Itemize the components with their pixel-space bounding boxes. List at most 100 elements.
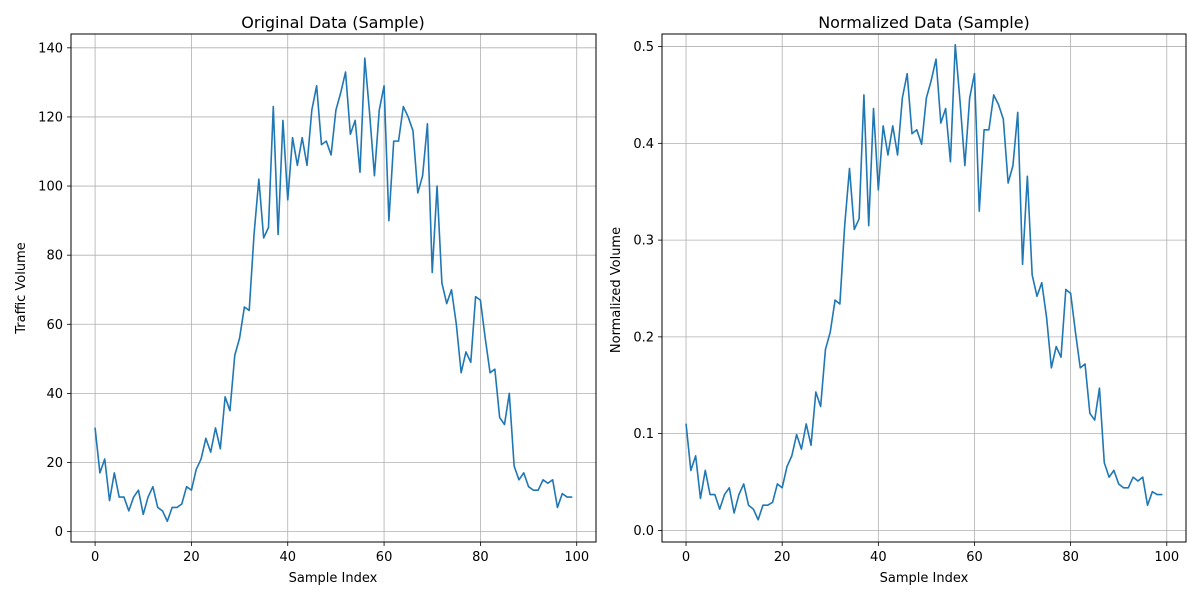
normalized-x-tick: 20 — [774, 542, 790, 565]
original-data-point — [513, 465, 515, 467]
normalized-data-point — [868, 224, 870, 227]
original-x-tick: 80 — [472, 542, 489, 565]
original-y-tick: 80 — [46, 249, 71, 264]
original-data-point — [446, 302, 448, 305]
normalized-data-point — [738, 493, 740, 496]
normalized-data-point — [940, 122, 942, 124]
original-data-point — [272, 105, 274, 108]
normalized-data-points — [685, 44, 1163, 521]
original-data-point — [561, 493, 563, 495]
normalized-data-point — [714, 493, 716, 496]
original-data-point — [296, 164, 298, 166]
original-y-axis-label: Traffic Volume — [14, 242, 29, 335]
normalized-y-tick-label: 0.3 — [633, 234, 654, 249]
original-data-point — [152, 486, 154, 488]
normalized-data-point — [1132, 476, 1134, 478]
original-data-point — [205, 437, 207, 439]
normalized-data-point — [935, 58, 937, 60]
original-series-line — [94, 57, 572, 523]
normalized-y-tick-label: 0.5 — [633, 40, 654, 55]
normalized-data-point — [786, 465, 788, 468]
original-data-point — [383, 85, 385, 87]
normalized-y-tick-label: 0.0 — [633, 524, 654, 539]
original-data-point — [359, 171, 361, 173]
normalized-data-point — [791, 455, 793, 457]
original-data-point — [335, 109, 337, 111]
normalized-x-tick: 60 — [966, 542, 983, 565]
normalized-data-point — [877, 189, 879, 191]
normalized-y-tick: 0.0 — [633, 524, 662, 539]
original-data-point — [537, 489, 539, 491]
original-data-point — [287, 199, 289, 201]
original-data-point — [214, 427, 217, 429]
original-y-tick: 100 — [38, 180, 71, 195]
normalized-x-tick: 40 — [870, 542, 887, 565]
normalized-data-point — [800, 448, 803, 450]
normalized-data-point — [978, 210, 980, 212]
original-data-point — [417, 192, 419, 194]
original-data-point — [258, 178, 260, 180]
normalized-data-point — [896, 154, 899, 156]
chart-original: 0 20 40 60 80 100 0 20 40 60 80 100 120 140 Original… — [14, 13, 597, 586]
normalized-data-point — [781, 487, 783, 489]
original-data-point — [176, 506, 178, 509]
original-data-point — [349, 133, 351, 135]
original-y-tick-label: 100 — [38, 180, 63, 195]
normalized-data-point — [959, 101, 961, 103]
original-data-point — [436, 185, 438, 187]
normalized-x-tick: 0 — [682, 542, 690, 565]
normalized-data-point — [1151, 491, 1153, 493]
original-data-point — [340, 92, 342, 94]
normalized-data-point — [1017, 111, 1019, 113]
normalized-data-point — [1161, 493, 1163, 496]
original-data-point — [364, 57, 366, 59]
original-data-point — [195, 468, 197, 471]
original-data-point — [470, 361, 472, 363]
normalized-x-tick: 100 — [1154, 542, 1179, 565]
normalized-data-point — [916, 129, 918, 131]
normalized-grid — [662, 34, 1186, 542]
normalized-data-point — [954, 44, 956, 46]
original-data-point — [460, 372, 462, 374]
normalized-x-tick-label: 100 — [1154, 550, 1179, 565]
normalized-data-point — [1084, 363, 1086, 365]
original-data-point — [474, 296, 477, 298]
normalized-data-point — [815, 391, 817, 393]
original-data-point — [441, 282, 443, 284]
normalized-y-tick-label: 0.2 — [633, 330, 654, 345]
normalized-data-point — [1060, 356, 1062, 358]
normalized-data-point — [973, 73, 976, 75]
original-x-tick: 20 — [183, 542, 200, 565]
normalized-y-tick: 0.4 — [633, 137, 662, 152]
original-data-point — [161, 510, 164, 512]
original-x-axis: 0 20 40 60 80 100 — [91, 542, 589, 565]
original-data-point — [402, 105, 404, 108]
original-x-tick: 100 — [564, 542, 589, 565]
original-data-point — [499, 416, 501, 419]
normalized-data-point — [834, 299, 836, 301]
original-data-point — [113, 472, 115, 474]
original-data-point — [523, 472, 525, 474]
original-data-point — [171, 506, 173, 509]
normalized-data-point — [1026, 175, 1028, 177]
original-data-point — [253, 233, 255, 236]
original-data-point — [210, 451, 212, 453]
original-data-point — [552, 479, 554, 481]
normalized-x-axis-label: Sample Index — [880, 571, 969, 586]
normalized-data-point — [911, 133, 913, 135]
original-data-point — [422, 175, 424, 177]
original-data-point — [200, 458, 202, 460]
normalized-x-tick-label: 0 — [682, 550, 690, 565]
original-y-tick-label: 140 — [38, 41, 63, 56]
original-x-tick: 60 — [376, 542, 392, 565]
original-data-point — [181, 503, 183, 505]
normalized-data-point — [728, 487, 730, 489]
normalized-data-point — [757, 519, 759, 521]
original-data-point — [263, 237, 265, 239]
original-data-point — [219, 448, 221, 450]
original-data-point — [330, 154, 332, 156]
original-data-point — [556, 506, 559, 509]
original-data-point — [508, 392, 510, 394]
original-data-point — [190, 489, 193, 491]
